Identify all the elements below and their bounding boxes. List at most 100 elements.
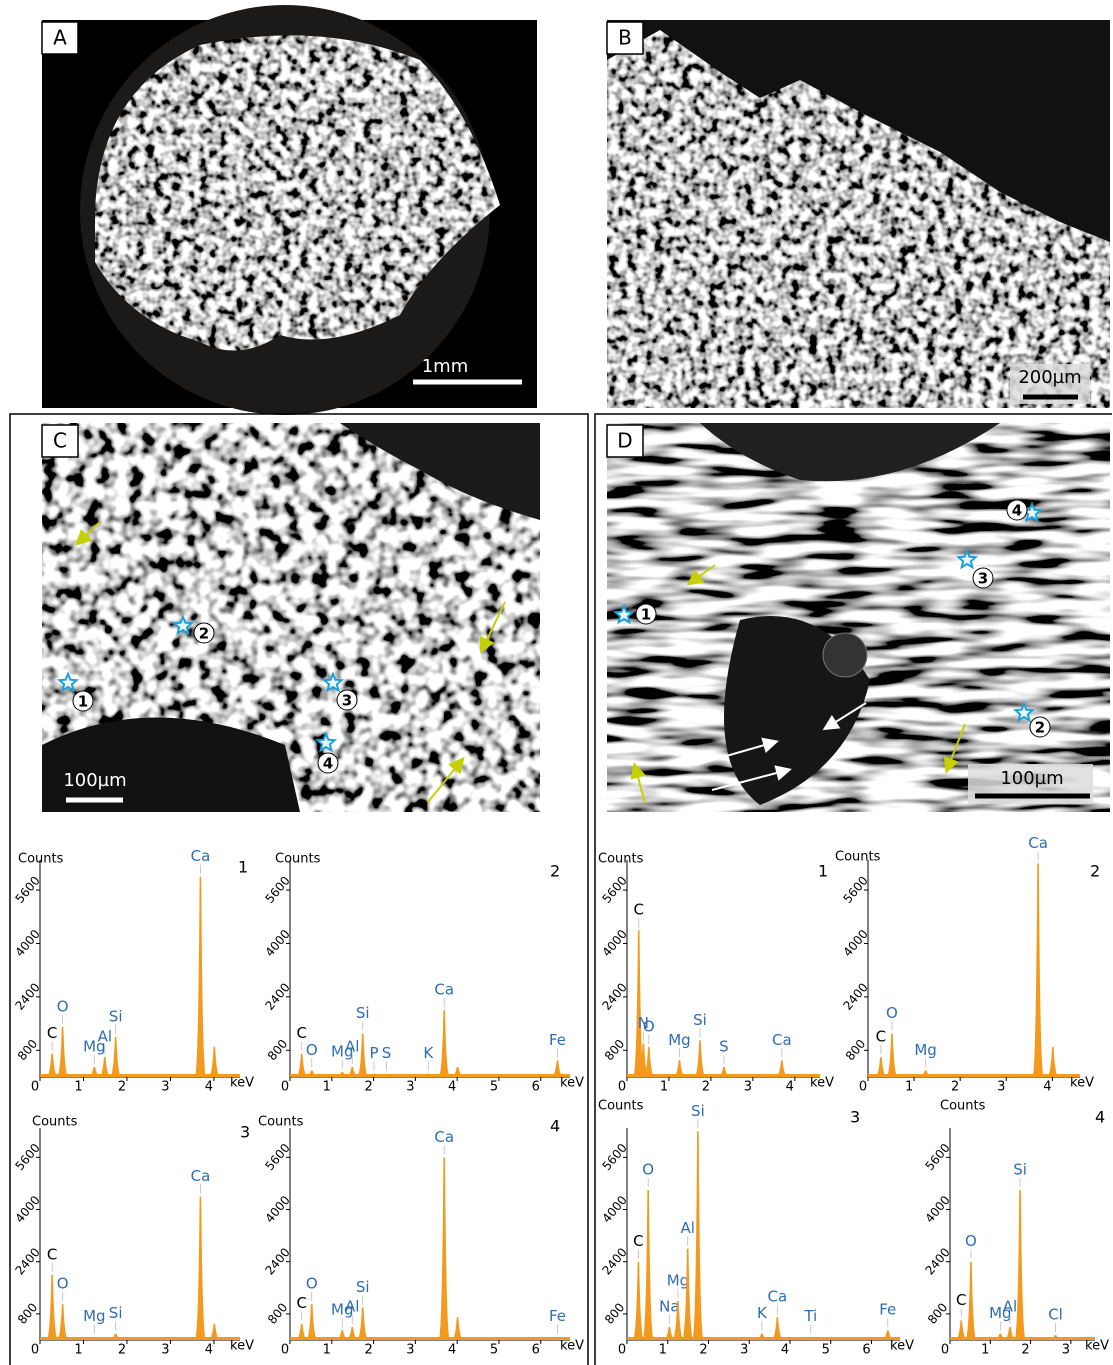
x-tick-label: 0 (941, 1343, 949, 1358)
x-tick-label: 1 (323, 1343, 331, 1358)
x-tick-label: 4 (1043, 1080, 1051, 1095)
spectrum-peak (1014, 1190, 1025, 1340)
peak-label: Si (1013, 1160, 1027, 1178)
x-tick-label: 6 (532, 1343, 540, 1358)
peak-label: K (423, 1044, 434, 1062)
spectrum-number: 2 (550, 862, 560, 881)
micrograph-texture (607, 423, 1110, 812)
peak-label: C (634, 901, 644, 919)
spectrum-peak (195, 1196, 206, 1340)
x-axis-unit: keV (1085, 1339, 1109, 1354)
x-tick-label: 2 (702, 1080, 710, 1095)
peak-label: O (886, 1004, 898, 1022)
x-tick-label: 2 (364, 1080, 372, 1095)
x-axis-unit: keV (890, 1339, 914, 1354)
panel-label: A (53, 26, 67, 50)
x-tick-label: 2 (118, 1343, 126, 1358)
spectrum-peak (756, 1333, 767, 1340)
x-tick-label: 0 (859, 1080, 867, 1095)
peak-label: Cl (1048, 1306, 1063, 1324)
x-tick-label: 2 (364, 1343, 372, 1358)
spectrum-peak (57, 1027, 68, 1077)
y-tick-label: 800 (843, 1037, 868, 1064)
peak-label: Si (691, 1102, 705, 1120)
spectrum-peak (886, 1034, 897, 1077)
peak-label: C (47, 1245, 57, 1263)
x-tick-label: 1 (660, 1080, 668, 1095)
peak-label: O (643, 1017, 655, 1035)
y-axis-label: Counts (32, 1115, 78, 1130)
spectrum-peak (965, 1262, 976, 1340)
peak-label: Al (98, 1027, 112, 1045)
peak-label: Fe (549, 1031, 566, 1049)
x-tick-label: 4 (448, 1343, 456, 1358)
x-tick-label: 2 (699, 1343, 707, 1358)
peak-label: O (306, 1041, 318, 1059)
spectrum-number: 4 (1095, 1108, 1105, 1127)
peak-label: K (757, 1304, 768, 1322)
y-tick-label: 800 (15, 1037, 40, 1064)
spectrum-peak (995, 1333, 1006, 1340)
spectrum-peak (682, 1249, 693, 1340)
x-tick-label: 4 (781, 1343, 789, 1358)
spectrum-peak (439, 1157, 450, 1340)
peak-label: O (965, 1232, 977, 1250)
y-tick-label: 800 (15, 1300, 40, 1327)
peak-label: S (719, 1037, 729, 1055)
peak-label: Al (680, 1219, 694, 1237)
peak-label: Si (693, 1011, 707, 1029)
point-label: 1 (641, 606, 651, 624)
spectrum-peak (439, 1010, 450, 1077)
peak-label: O (642, 1160, 654, 1178)
x-tick-label: 4 (448, 1080, 456, 1095)
spectrum-peak (110, 1333, 121, 1340)
peak-label: Fe (549, 1307, 566, 1325)
x-tick-label: 1 (74, 1080, 82, 1095)
spectrum-number: 1 (238, 858, 248, 877)
spectrum-number: 3 (850, 1108, 860, 1127)
peak-label: O (57, 997, 69, 1015)
x-tick-label: 5 (490, 1343, 498, 1358)
spectrum-peak (195, 877, 206, 1077)
spectrum-peak (643, 1190, 654, 1340)
spectrum-peak (99, 1057, 110, 1077)
x-tick-label: 3 (997, 1080, 1005, 1095)
peak-label: Si (109, 1007, 123, 1025)
y-tick-label: 800 (265, 1037, 290, 1064)
x-tick-label: 3 (740, 1343, 748, 1358)
peak-label: Fe (879, 1301, 896, 1319)
spectrum-peak (57, 1304, 68, 1340)
spectrum-peak (1032, 863, 1043, 1077)
y-axis-label: Counts (275, 852, 321, 867)
peak-label: C (956, 1291, 966, 1309)
x-tick-label: 1 (905, 1080, 913, 1095)
x-axis-unit: keV (230, 1339, 254, 1354)
x-tick-label: 4 (205, 1343, 213, 1358)
x-axis-unit: keV (230, 1076, 254, 1091)
point-label: 2 (199, 625, 209, 643)
y-axis-label: Counts (598, 1099, 644, 1114)
y-tick-label: 800 (602, 1300, 627, 1327)
peak-label: O (57, 1275, 69, 1293)
scale-bar-label: 100µm (1000, 768, 1063, 789)
scale-bar-label: 1mm (422, 356, 469, 377)
scale-bar-label: 200µm (1018, 367, 1081, 388)
y-tick-label: 800 (925, 1300, 950, 1327)
point-label: 2 (1035, 719, 1045, 737)
x-tick-label: 0 (281, 1343, 289, 1358)
x-tick-label: 1 (981, 1343, 989, 1358)
spectrum-peak (920, 1070, 931, 1077)
y-tick-label: 800 (265, 1300, 290, 1327)
spectrum-number: 3 (240, 1123, 250, 1142)
peak-label: P (369, 1044, 378, 1062)
panel-label: C (53, 429, 67, 453)
peak-label: Na (659, 1297, 679, 1315)
spectrum-peak (1047, 1047, 1058, 1077)
scale-bar-label: 100µm (63, 770, 126, 791)
spectrum-peak (47, 1054, 58, 1077)
peak-label: Ca (191, 1167, 211, 1185)
x-tick-label: 3 (744, 1080, 752, 1095)
x-tick-label: 0 (618, 1080, 626, 1095)
x-tick-label: 3 (1062, 1343, 1070, 1358)
peak-label: Si (356, 1278, 370, 1296)
